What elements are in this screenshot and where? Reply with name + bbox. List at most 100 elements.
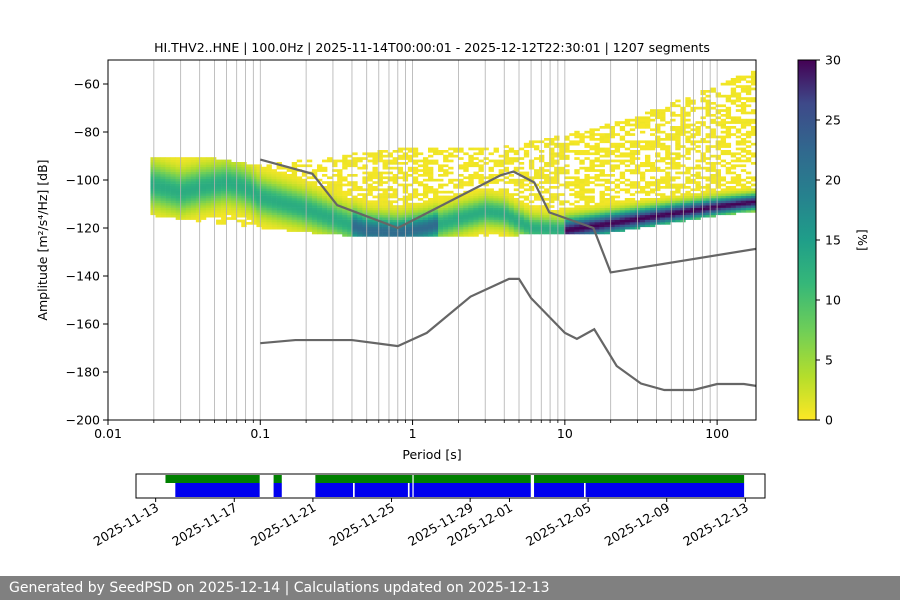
heatmap-cell: [725, 193, 732, 196]
heatmap-cell: [301, 200, 308, 204]
heatmap-cell: [306, 229, 313, 232]
heatmap-cell: [357, 222, 363, 225]
heatmap-cell: [160, 174, 166, 177]
heatmap-cell: [216, 222, 222, 225]
heatmap-cell: [493, 217, 499, 220]
heatmap-cell: [670, 207, 676, 211]
heatmap-cell: [705, 207, 711, 211]
x-tick-label: 0.01: [94, 426, 122, 441]
heatmap-cell: [266, 210, 272, 213]
heatmap-cell: [362, 205, 368, 208]
heatmap-cell: [291, 171, 298, 175]
heatmap-cell: [655, 140, 661, 144]
heatmap-cell: [160, 166, 166, 170]
heatmap-cell: [422, 193, 429, 196]
heatmap-cell: [311, 195, 318, 199]
heatmap-cell: [705, 190, 711, 194]
heatmap-cell: [468, 181, 474, 184]
heatmap-cell: [624, 130, 631, 134]
heatmap-cell: [670, 178, 676, 182]
heatmap-cell: [316, 164, 323, 168]
heatmap-cell: [322, 166, 328, 170]
heatmap-cell: [352, 157, 358, 160]
heatmap-cell: [584, 130, 590, 134]
heatmap-cell: [261, 174, 267, 177]
heatmap-cell: [357, 217, 363, 220]
heatmap-cell: [372, 195, 378, 199]
heatmap-cell: [690, 217, 696, 220]
heatmap-cell: [740, 190, 747, 194]
heatmap-cell: [589, 145, 595, 148]
heatmap-cell: [473, 207, 479, 211]
heatmap-cell: [483, 226, 489, 230]
heatmap-cell: [498, 222, 504, 225]
heatmap-cell: [347, 174, 353, 177]
heatmap-cell: [180, 159, 187, 163]
heatmap-cell: [377, 200, 383, 204]
heatmap-cell: [715, 109, 721, 112]
heatmap-cell: [372, 212, 378, 216]
heatmap-cell: [216, 202, 222, 206]
heatmap-cell: [660, 214, 666, 218]
heatmap-cell: [150, 166, 156, 170]
heatmap-cell: [211, 176, 217, 180]
heatmap-cell: [165, 164, 171, 168]
heatmap-cell: [589, 152, 595, 156]
heatmap-cell: [493, 162, 499, 165]
heatmap-cell: [170, 181, 176, 184]
heatmap-cell: [735, 195, 742, 199]
heatmap-cell: [185, 202, 192, 206]
heatmap-cell: [705, 202, 711, 206]
heatmap-cell: [180, 176, 187, 180]
heatmap-cell: [660, 157, 666, 160]
heatmap-cell: [508, 212, 515, 216]
heatmap-cell: [650, 224, 656, 228]
heatmap-cell: [422, 219, 429, 223]
heatmap-cell: [609, 152, 616, 156]
heatmap-cell: [690, 123, 696, 127]
heatmap-cell: [599, 193, 605, 196]
heatmap-cell: [180, 171, 187, 175]
heatmap-cell: [241, 181, 247, 184]
heatmap-cell: [316, 202, 323, 206]
heatmap-cell: [559, 202, 565, 206]
heatmap-cell: [574, 205, 580, 208]
heatmap-cell: [508, 231, 515, 235]
heatmap-cell: [180, 178, 187, 182]
heatmap-cell: [200, 169, 207, 172]
heatmap-cell: [665, 178, 671, 182]
heatmap-cell: [412, 231, 419, 235]
heatmap-cell: [427, 219, 434, 223]
heatmap-cell: [624, 217, 631, 220]
heatmap-cell: [256, 178, 262, 182]
heatmap-cell: [266, 183, 272, 187]
heatmap-cell: [508, 207, 515, 211]
heatmap-cell: [549, 157, 555, 160]
heatmap-cell: [327, 202, 333, 206]
heatmap-cell: [564, 231, 570, 235]
x-axis-label: Period [s]: [402, 447, 461, 462]
heatmap-cell: [412, 224, 419, 228]
heatmap-cell: [301, 205, 308, 208]
heatmap-cell: [710, 128, 716, 132]
heatmap-cell: [271, 181, 277, 184]
heatmap-cell: [367, 159, 373, 163]
heatmap-cell: [296, 176, 303, 180]
heatmap-cell: [251, 222, 257, 225]
heatmap-cell: [332, 229, 338, 232]
heatmap-cell: [301, 229, 308, 232]
heatmap-cell: [594, 138, 600, 141]
heatmap-cell: [503, 150, 510, 153]
heatmap-cell: [750, 126, 756, 129]
heatmap-cell: [216, 186, 222, 189]
heatmap-cell: [407, 229, 414, 232]
heatmap-cell: [670, 114, 676, 117]
heatmap-cell: [443, 219, 449, 223]
heatmap-cell: [438, 186, 444, 189]
heatmap-cell: [579, 186, 585, 189]
heatmap-cell: [745, 195, 752, 199]
heatmap-cell: [745, 92, 752, 96]
footer-text: Generated by SeedPSD on 2025-12-14 | Cal…: [9, 580, 550, 596]
heatmap-cell: [448, 234, 454, 237]
heatmap-cell: [655, 200, 661, 204]
